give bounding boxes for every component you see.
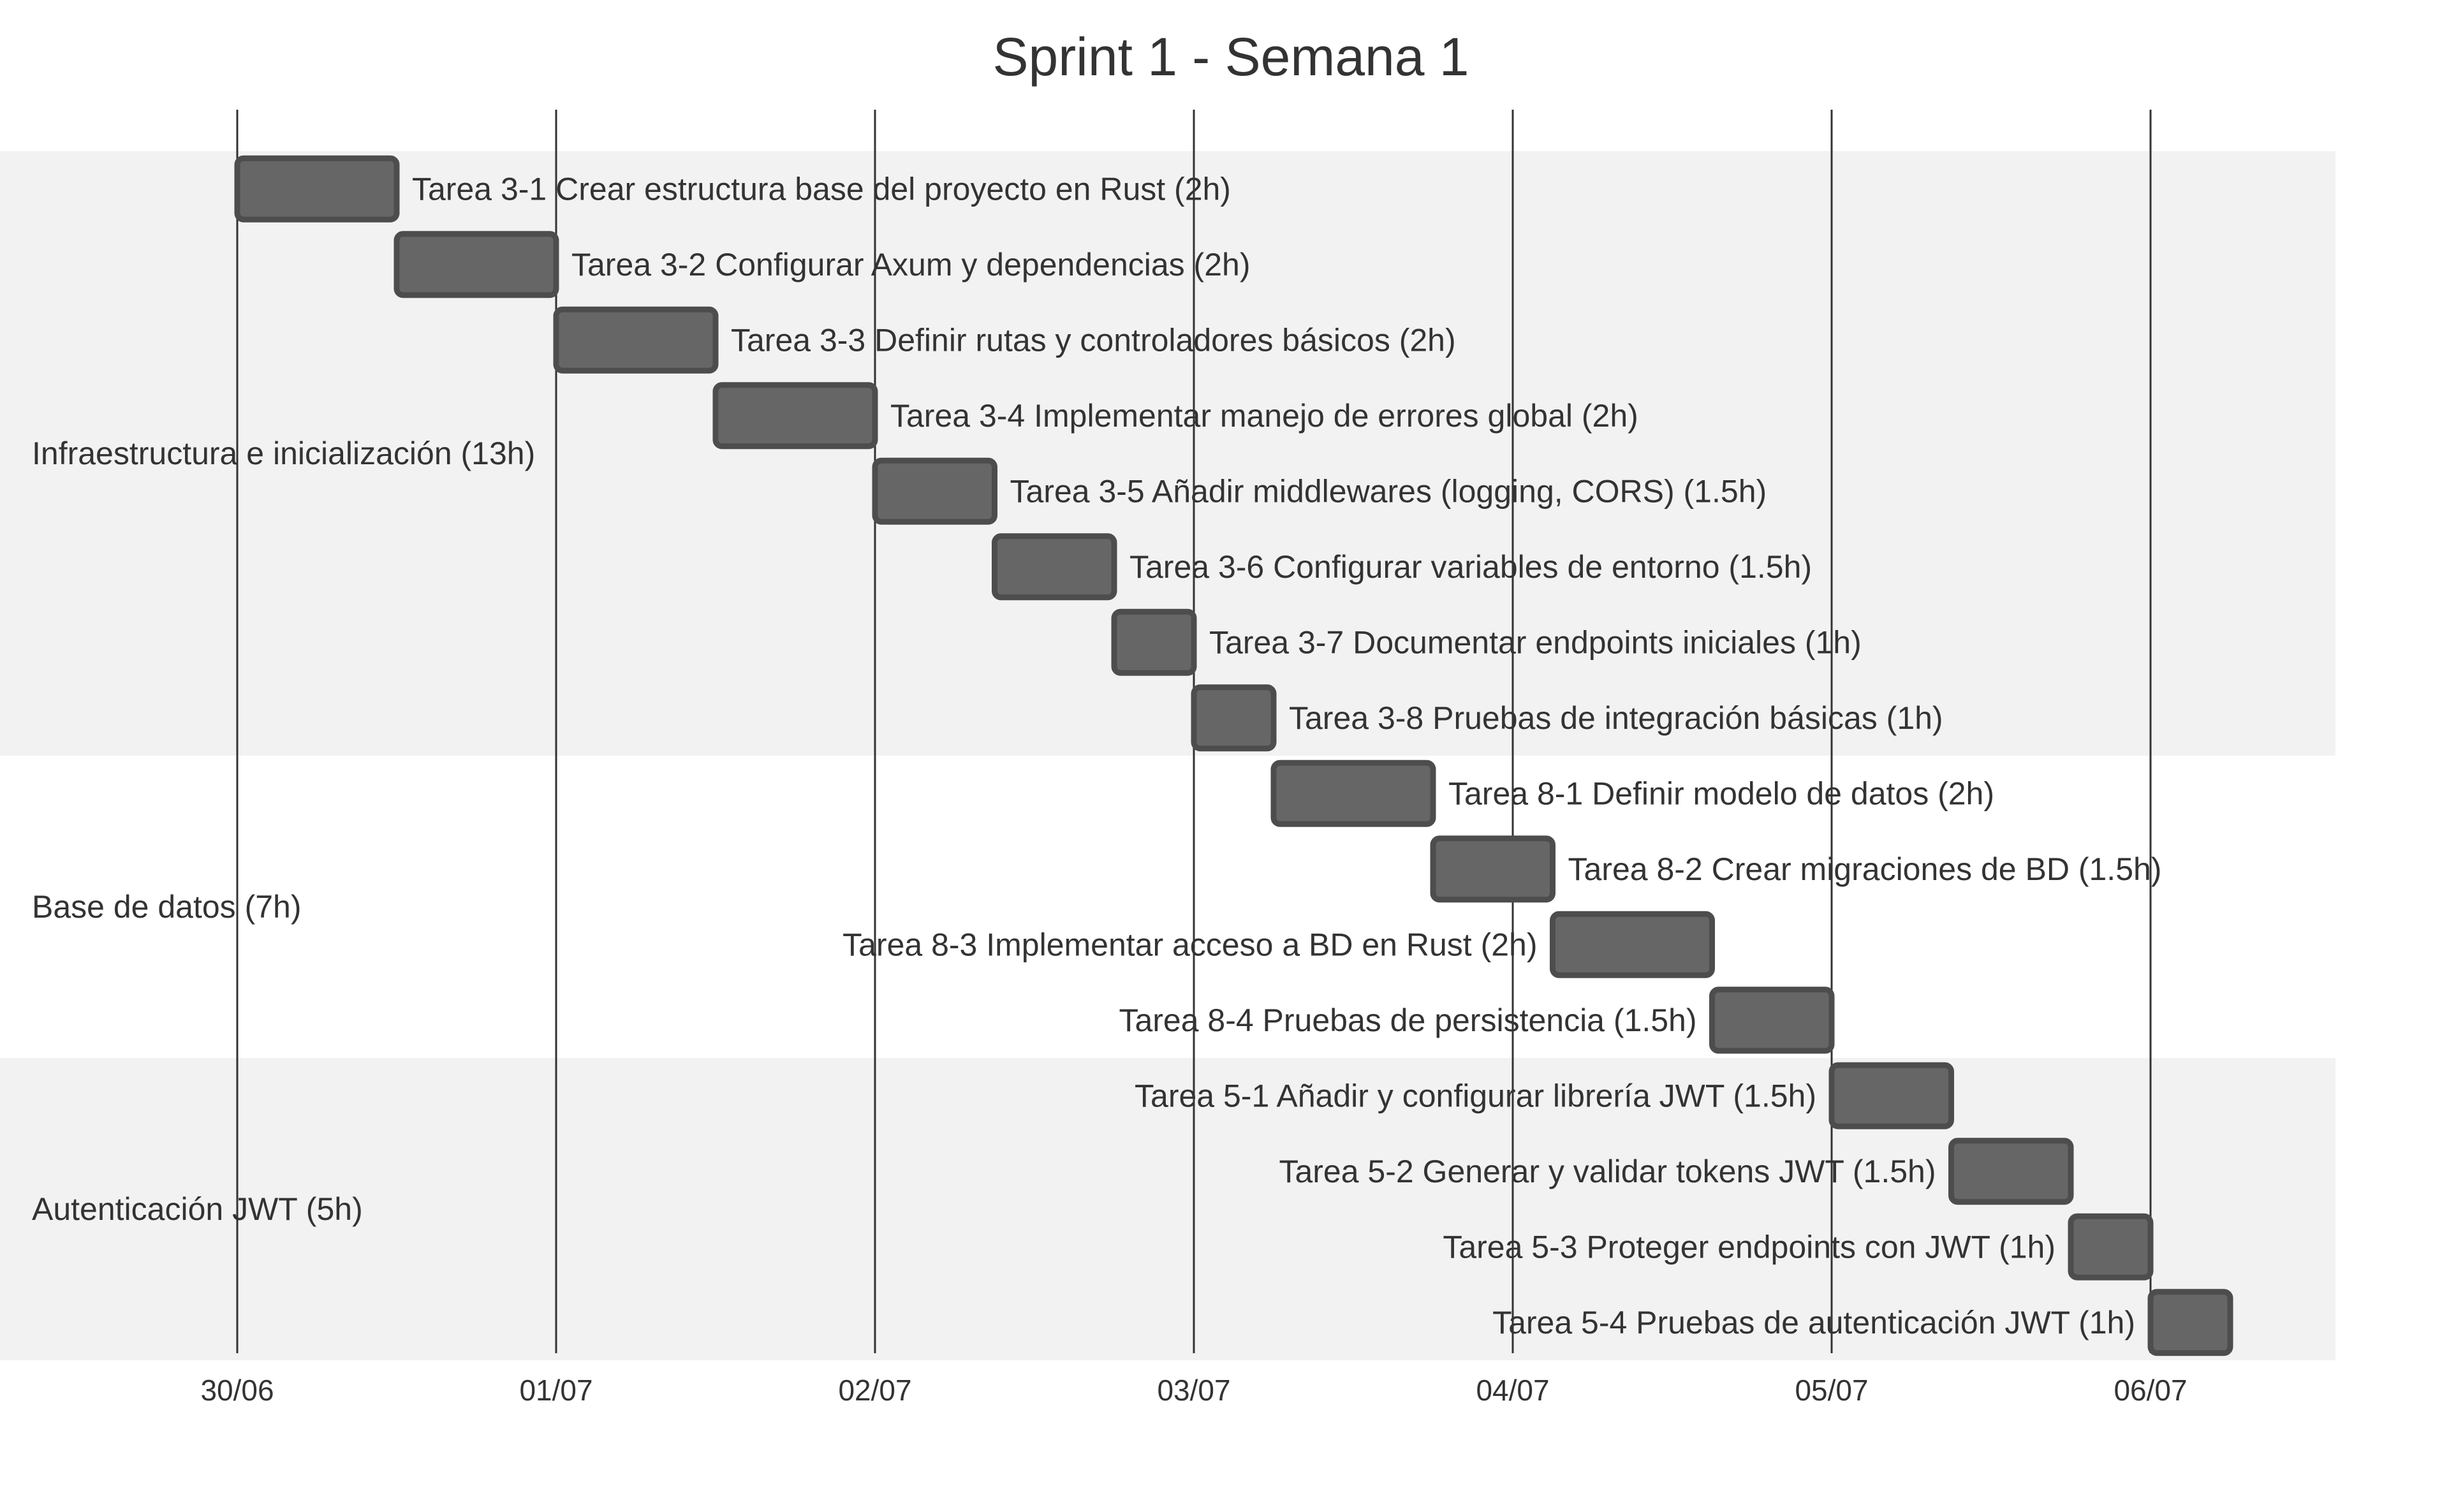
task-label: Tarea 8-4 Pruebas de persistencia (1.5h) (1119, 1002, 1696, 1038)
task-label: Tarea 5-3 Proteger endpoints con JWT (1h… (1443, 1229, 2056, 1265)
section-labels: Infraestructura e inicialización (13h) Ba… (32, 436, 535, 1227)
task-bars (234, 155, 2233, 1356)
section-band (0, 756, 2335, 1058)
task-bar (1948, 1138, 2074, 1205)
x-tick-label: 04/07 (1476, 1374, 1549, 1407)
task-label: Tarea 8-2 Crear migraciones de BD (1.5h) (1568, 851, 2162, 887)
task-label: Tarea 5-2 Generar y validar tokens JWT (… (1279, 1154, 1936, 1189)
task-label: Tarea 8-1 Definir modelo de datos (2h) (1448, 775, 1994, 811)
x-tick-label: 06/07 (2114, 1374, 2187, 1407)
task-bar (1430, 835, 1555, 903)
task-label: Tarea 3-8 Pruebas de integración básicas… (1289, 700, 1943, 736)
x-tick-label: 02/07 (838, 1374, 911, 1407)
task-bar (1550, 911, 1715, 978)
section-label: Infraestructura e inicialización (13h) (32, 436, 535, 471)
task-bar (393, 231, 559, 298)
task-label: Tarea 3-7 Documentar endpoints iniciales… (1209, 624, 1862, 660)
x-tick-label: 03/07 (1157, 1374, 1230, 1407)
task-bar (2068, 1213, 2154, 1281)
task-label: Tarea 8-3 Implementar acceso a BD en Rus… (842, 927, 1537, 962)
task-bar (712, 382, 878, 450)
task-label: Tarea 3-3 Definir rutas y controladores … (731, 322, 1456, 358)
task-label: Tarea 5-1 Añadir y configurar librería J… (1135, 1078, 1816, 1113)
x-tick-label: 30/06 (200, 1374, 274, 1407)
chart-title: Sprint 1 - Semana 1 (992, 27, 1469, 87)
task-label: Tarea 3-1 Crear estructura base del proy… (412, 171, 1231, 207)
x-axis-ticks: 30/06 01/07 02/07 03/07 04/07 05/07 06/07 (200, 1374, 2187, 1407)
section-label: Autenticación JWT (5h) (32, 1191, 363, 1227)
task-label: Tarea 5-4 Pruebas de autenticación JWT (… (1492, 1305, 2135, 1340)
task-bar (1709, 987, 1835, 1054)
task-bar (1828, 1062, 1954, 1129)
task-bar (872, 457, 997, 525)
task-label: Tarea 3-5 Añadir middlewares (logging, C… (1010, 473, 1767, 509)
task-bar (553, 306, 719, 374)
task-bar (234, 155, 400, 223)
task-label: Tarea 3-2 Configurar Axum y dependencias… (571, 247, 1250, 283)
task-bar (1191, 684, 1277, 752)
task-label: Tarea 3-6 Configurar variables de entorn… (1129, 549, 1812, 585)
task-labels: Tarea 3-1 Crear estructura base del proy… (412, 171, 2161, 1340)
task-bar (1111, 608, 1197, 676)
section-bands (0, 151, 2335, 1360)
task-bar (992, 533, 1117, 601)
task-bar (1270, 760, 1436, 827)
task-label: Tarea 3-4 Implementar manejo de errores … (890, 398, 1638, 434)
x-tick-label: 01/07 (519, 1374, 592, 1407)
x-tick-label: 05/07 (1795, 1374, 1868, 1407)
task-bar (2147, 1289, 2233, 1356)
section-label: Base de datos (7h) (32, 889, 302, 925)
